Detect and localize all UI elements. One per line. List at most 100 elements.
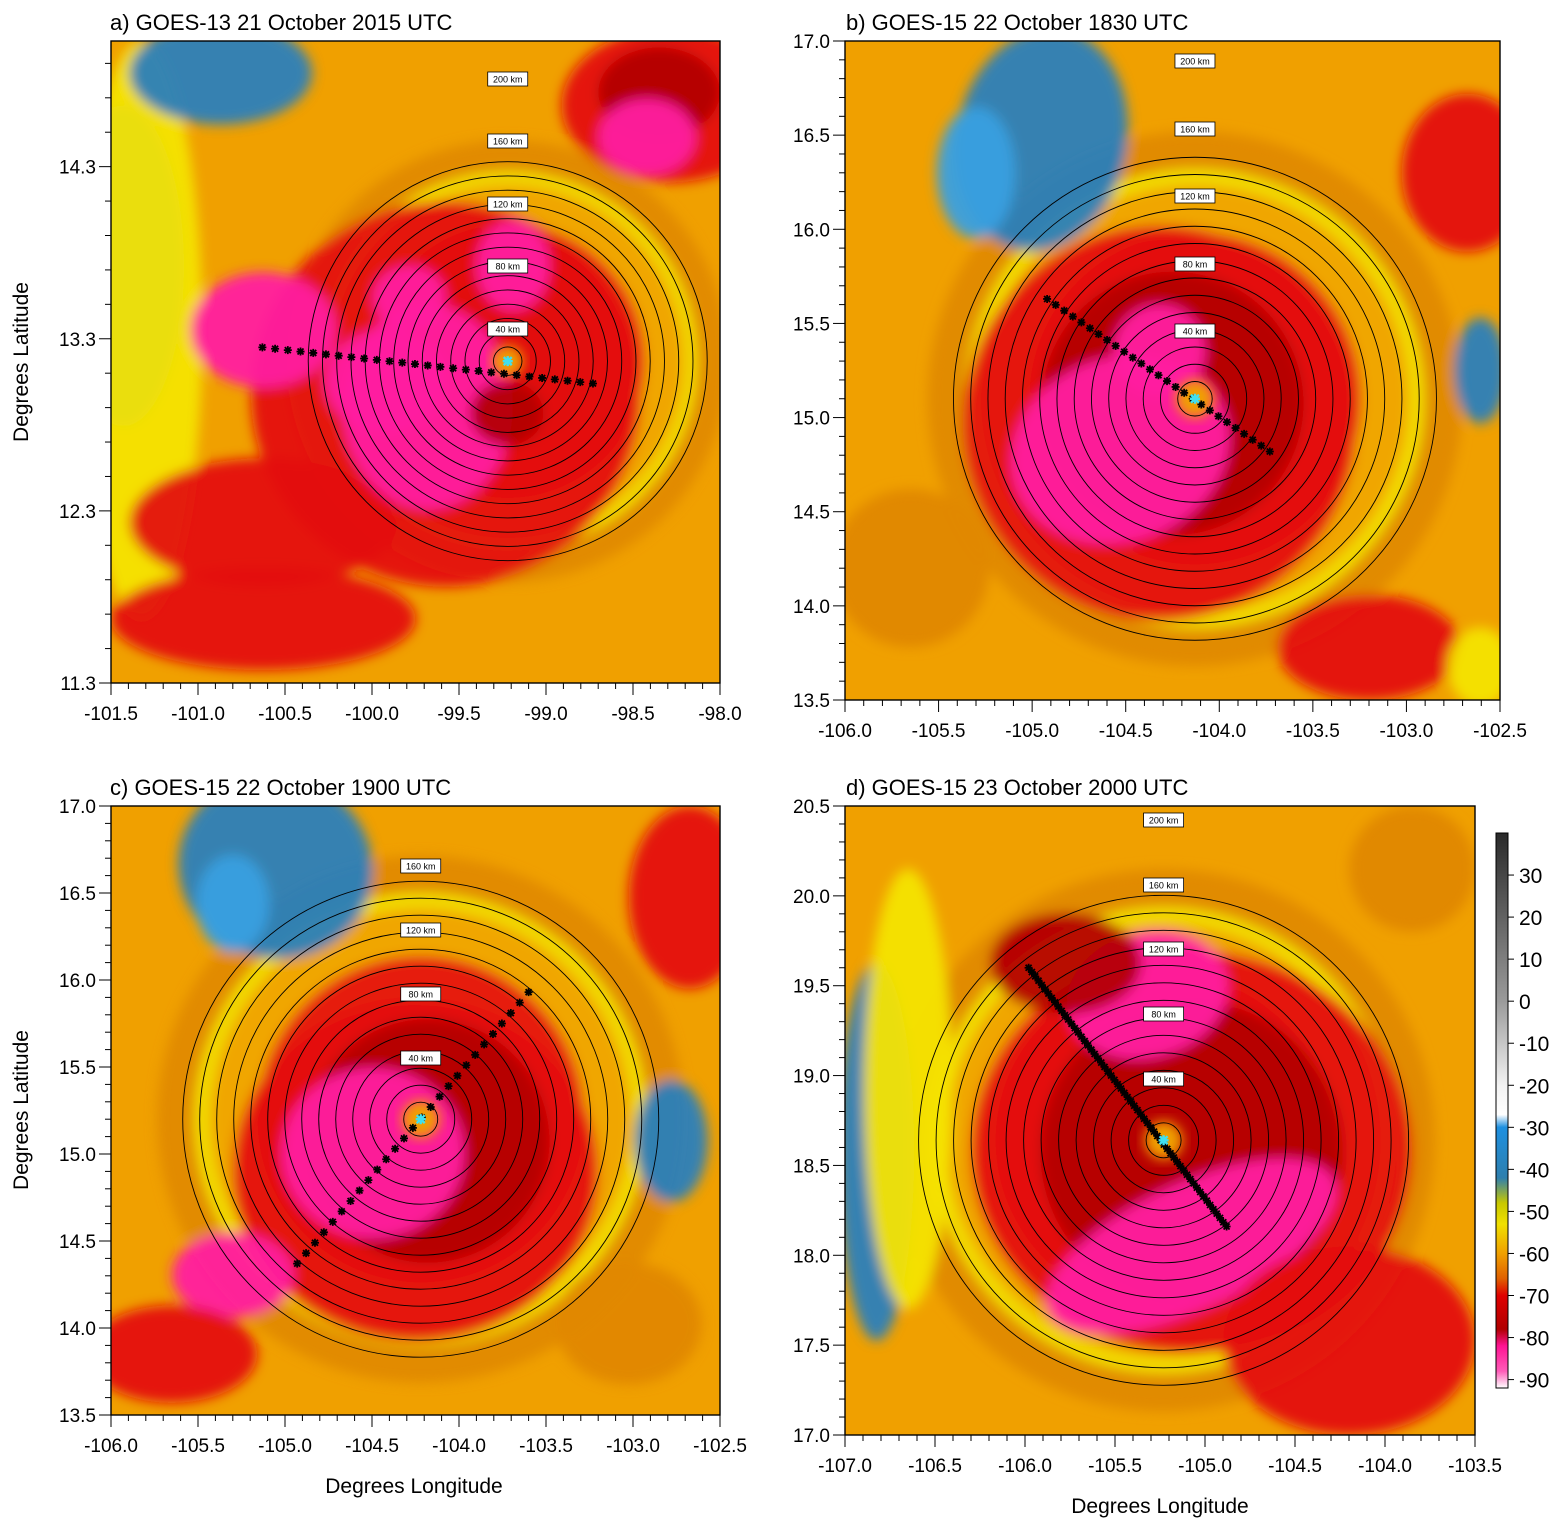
transect-marker [1173, 1157, 1182, 1166]
transect-marker [1196, 1188, 1205, 1197]
colorbar-tick-label: -10 [1519, 1033, 1549, 1056]
panel-c: c) GOES-15 22 October 1900 UTC 160 km 120… [10, 775, 747, 1498]
y-tick-label: 15.0 [59, 1145, 96, 1166]
transect-marker [1206, 1200, 1215, 1209]
transect-marker [1047, 993, 1056, 1002]
range-ring [988, 964, 1340, 1316]
colorbar-tick-label: -40 [1519, 1159, 1549, 1182]
ring-label: 80 km [495, 262, 520, 272]
ring-label: 40 km [495, 325, 520, 335]
transect-marker [364, 1176, 373, 1185]
range-ring [953, 929, 1375, 1351]
range-rings [918, 894, 1410, 1386]
ring-label: 40 km [1183, 327, 1208, 337]
x-tick-label: -104.0 [1358, 1456, 1412, 1477]
range-ring [379, 232, 637, 490]
ring-label-box [487, 71, 529, 87]
transect-marker [1169, 1153, 1178, 1162]
transect-marker [1143, 1119, 1152, 1128]
transect-marker [474, 367, 483, 376]
panel-b-y-tick-labels: 17.0 16.5 16.0 15.5 15.0 14.5 14.0 13.5 [793, 32, 830, 712]
ring-label: 200 km [1180, 57, 1210, 67]
ring-label: 120 km [1149, 945, 1179, 955]
ring-label-box [487, 258, 529, 274]
panel-c-x-axis-label: Degrees Longitude [325, 1475, 502, 1498]
transect-marker [1077, 318, 1086, 327]
transect-marker [436, 362, 445, 371]
ring-labels: 200 km 160 km 120 km 80 km 40 km [487, 71, 529, 337]
transect-marker [1137, 359, 1146, 368]
transect-marker [524, 988, 533, 997]
x-tick-label: -99.5 [437, 704, 480, 725]
ring-label: 80 km [408, 990, 433, 1000]
colorbar: 30 20 10 0 -10 -20 -30 -40 -50 -60 -70 -… [1495, 832, 1549, 1393]
y-tick-label: 16.5 [793, 126, 830, 147]
panel-c-title: c) GOES-15 22 October 1900 UTC [110, 775, 451, 800]
range-ring [369, 1067, 473, 1171]
transect-marker [1222, 418, 1231, 427]
plot-frame [110, 40, 721, 684]
range-ring [1039, 243, 1351, 555]
y-tick-label: 14.5 [793, 503, 830, 524]
transect-marker [525, 372, 534, 381]
x-tick-label: -107.0 [818, 1456, 872, 1477]
y-tick-label: 15.0 [793, 409, 830, 430]
ring-label-box [1143, 941, 1184, 957]
ring-label-box [400, 986, 442, 1002]
storm-center-marker [415, 1114, 426, 1125]
transect-marker [1064, 1015, 1073, 1024]
colorbar-ticks [1508, 874, 1514, 1381]
panel-c-y-tick-labels: 17.0 16.5 16.0 15.5 15.0 14.5 14.0 13.5 [59, 797, 96, 1427]
y-tick-label: 19.0 [793, 1067, 830, 1088]
storm-center-marker [1189, 393, 1200, 404]
transect-marker [1110, 1075, 1119, 1084]
transect-marker [1192, 1183, 1201, 1192]
range-ring [1058, 1034, 1270, 1246]
transect-marker [1202, 1196, 1211, 1205]
transect-marker [1085, 324, 1094, 333]
transect-marker [1097, 1058, 1106, 1067]
transect-marker [435, 1092, 444, 1101]
transect-marker [1057, 1006, 1066, 1015]
x-tick-label: -106.5 [908, 1456, 962, 1477]
ring-labels: 160 km 120 km 80 km 40 km [400, 858, 442, 1066]
transect-marker [1111, 341, 1120, 350]
y-tick-label: 17.5 [793, 1336, 830, 1357]
ring-label-box [400, 922, 442, 938]
transect-marker [1212, 1209, 1221, 1218]
ring-label-box [1174, 121, 1216, 137]
ring-labels: 200 km 160 km 120 km 80 km 40 km [1174, 53, 1216, 339]
transect-marker [319, 1228, 328, 1237]
transect-marker [1077, 1032, 1086, 1041]
y-tick-label: 14.0 [793, 597, 830, 618]
y-tick-label: 12.3 [59, 502, 96, 523]
range-ring [364, 218, 651, 505]
panel-a-x-tick-labels: -101.5 -101.0 -100.5 -100.0 -99.5 -99.0 … [84, 704, 742, 725]
range-ring [307, 161, 708, 562]
ring-label-box [1143, 1006, 1184, 1022]
y-tick-label: 13.5 [59, 1406, 96, 1427]
range-ring [1177, 381, 1213, 417]
ring-label: 200 km [1149, 816, 1179, 826]
y-tick-label: 14.3 [59, 158, 96, 179]
transect-marker [1231, 424, 1240, 432]
colorbar-gradient [1495, 832, 1509, 1389]
x-tick-label: -103.5 [1448, 1456, 1502, 1477]
plot-frame [844, 40, 1501, 701]
panel-d-plot-area: 200 km 160 km 120 km 80 km 40 km [833, 805, 1476, 1447]
ring-label-box [1143, 877, 1184, 893]
transect-marker [1150, 1127, 1158, 1136]
transect-marker [1107, 1071, 1116, 1080]
y-tick-label: 14.5 [59, 1232, 96, 1253]
transect-marker [550, 375, 559, 384]
transect-marker [488, 1029, 497, 1038]
transect [1024, 963, 1231, 1231]
range-ring [386, 1084, 456, 1154]
ring-label: 120 km [1180, 192, 1210, 202]
transect-marker [391, 1144, 400, 1153]
transect-marker [1034, 976, 1043, 985]
transect-marker [399, 1134, 408, 1143]
transect-marker [302, 1249, 311, 1258]
x-tick-label: -102.5 [1473, 721, 1527, 742]
panel-d-x-axis-label: Degrees Longitude [1071, 1495, 1248, 1518]
